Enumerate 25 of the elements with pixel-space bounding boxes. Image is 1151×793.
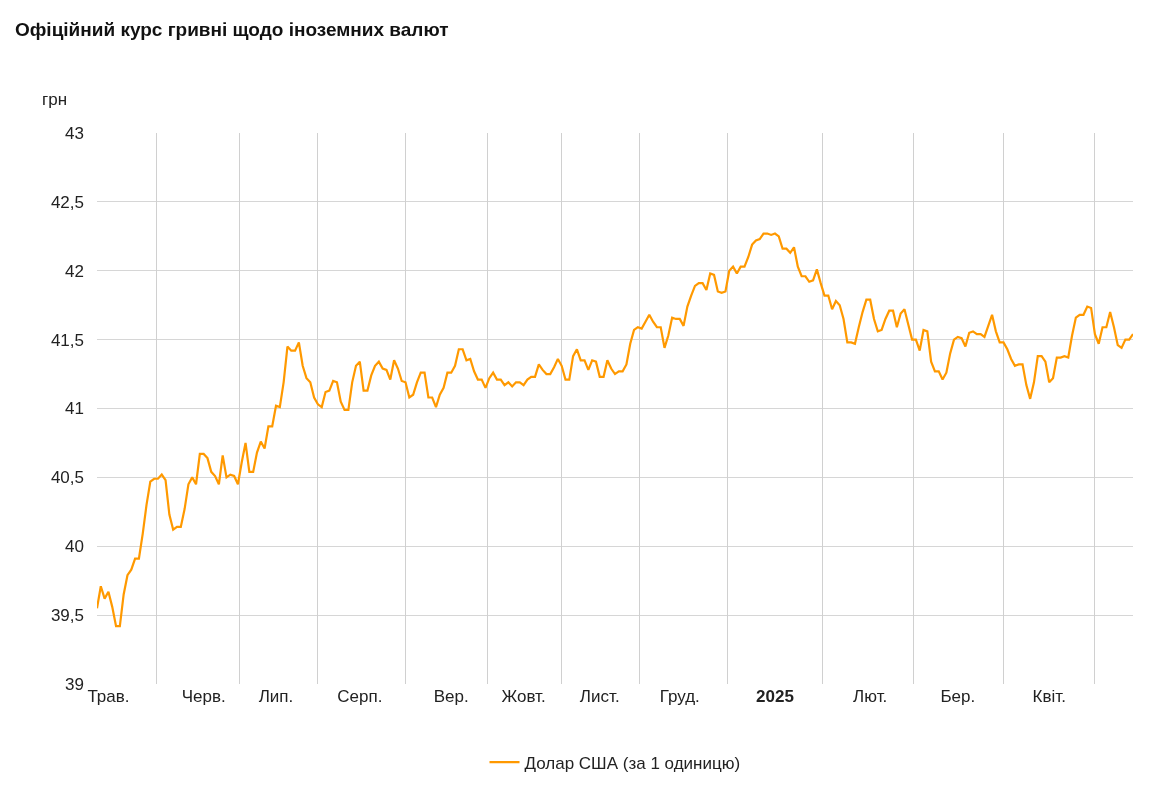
x-tick-label: Бер. [940, 687, 976, 706]
y-tick-label: 42,5 [50, 192, 84, 212]
y-tick-label: 40 [65, 537, 84, 557]
y-tick-label: 40,5 [50, 468, 84, 488]
y-tick-label: 41 [65, 399, 84, 419]
legend-label: Долар США (за 1 одиницю) [524, 753, 741, 773]
y-tick-label: 41,5 [50, 330, 84, 350]
y-axis-title: грн [42, 90, 68, 109]
x-tick-label: Лист. [579, 687, 620, 706]
line-series [97, 232, 1133, 628]
x-tick-label: Черв. [181, 687, 226, 706]
x-tick-label: Жовт. [501, 687, 546, 706]
x-tick-label: Груд. [659, 687, 700, 706]
x-tick-label: Трав. [87, 687, 130, 706]
x-tick-label: Лип. [258, 687, 294, 706]
x-tick-label: Лют. [853, 687, 888, 706]
x-tick-label: Вер. [433, 687, 469, 706]
y-tick-label: 43 [65, 123, 84, 143]
x-tick-label: 2025 [756, 687, 794, 706]
x-tick-label: Серп. [337, 687, 383, 706]
y-tick-label: 39 [65, 674, 84, 694]
x-tick-label: Квіт. [1032, 687, 1066, 706]
y-tick-label: 39,5 [50, 606, 84, 626]
y-tick-label: 42 [65, 261, 84, 281]
chart-title: Офіційний курс гривні щодо іноземних валют [14, 18, 449, 40]
